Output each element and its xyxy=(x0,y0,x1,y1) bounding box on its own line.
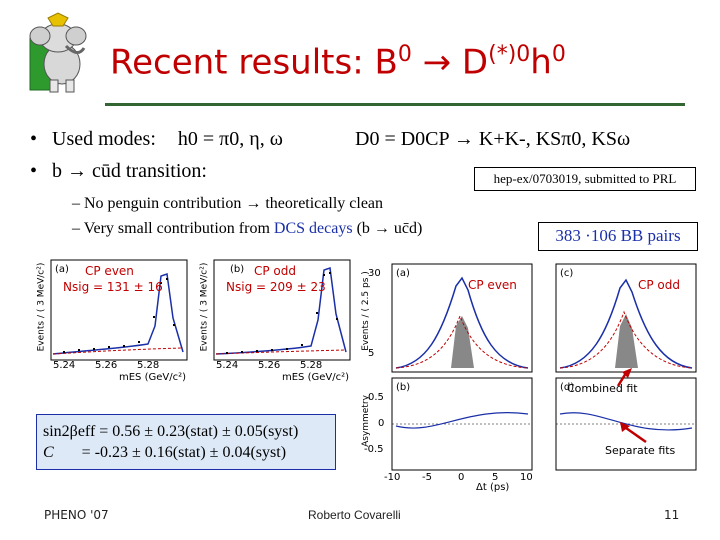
plot-a-tick-x: 5.28 xyxy=(137,360,160,371)
plot-b-tick-x: 5.26 xyxy=(258,360,281,371)
plot-c-ylabel-bottom: Asymmetry xyxy=(360,395,371,447)
plot-c-svg xyxy=(391,263,697,471)
bullet-d0-modes: D0 = D0CP → K+K-, KSπ0, KSω xyxy=(355,128,631,150)
plot-c-tag-d: (d) xyxy=(560,382,575,393)
plot-b-label: CP odd xyxy=(254,264,297,278)
result-box: sin2βeff = 0.56 ± 0.23(stat) ± 0.05(syst… xyxy=(36,414,336,470)
plot-a-nsig: Nsig = 131 ± 16 xyxy=(63,280,163,294)
plot-b-svg xyxy=(213,259,351,361)
footer-conference: PHENO '07 xyxy=(44,508,109,522)
plot-a-tag: (a) xyxy=(55,264,69,275)
plot-b-nsig: Nsig = 209 ± 23 xyxy=(226,280,326,294)
plot-a-ylabel: Events / ( 3 MeV/c²) xyxy=(36,262,47,352)
reference-box: hep-ex/0703019, submitted to PRL xyxy=(474,167,696,191)
footer-author: Roberto Covarelli xyxy=(308,508,401,522)
plot-c-tick-y: 0 xyxy=(378,418,385,429)
plot-b-tick-x: 5.24 xyxy=(216,360,239,371)
result-sin2beta: sin2βeff = 0.56 ± 0.23(stat) ± 0.05(syst… xyxy=(43,423,299,440)
plot-b-tick-x: 5.28 xyxy=(300,360,323,371)
plot-a-svg xyxy=(50,259,188,361)
bb-pairs-box: 383 ·106 BB pairs xyxy=(538,222,698,251)
plot-c-tick-x: -5 xyxy=(422,472,432,483)
slide-title: Recent results: B0 → D(*)0h0 xyxy=(110,42,566,83)
plot-a-xlabel: mES (GeV/c²) xyxy=(119,372,187,383)
arrow-icon: → xyxy=(245,195,262,212)
plot-c-tick-x: -10 xyxy=(384,472,401,483)
plot-c-tick-y: 5 xyxy=(368,348,375,359)
plot-c-xlabel: Δt (ps) xyxy=(476,482,510,493)
plot-c-tag-a: (a) xyxy=(396,268,410,279)
annotation-combined-fit: Combined fit xyxy=(567,382,638,395)
plot-c-tick-y: -0.5 xyxy=(364,444,384,455)
plot-cp-odd-mes: (b) CP odd Nsig = 209 ± 23 5.24 5.26 5.2… xyxy=(196,256,356,386)
title-underline xyxy=(105,103,685,106)
plot-c-cp-odd: CP odd xyxy=(638,278,681,292)
annotation-separate-fits: Separate fits xyxy=(605,444,676,457)
plot-cp-even-mes: (a) CP even Nsig = 131 ± 16 5.24 5.26 5.… xyxy=(33,256,193,386)
bullet-transition: • b → cūd transition: xyxy=(30,160,207,182)
plot-c-tag-c: (c) xyxy=(560,268,574,279)
sub-bullet-penguin: – No penguin contribution → theoreticall… xyxy=(72,195,384,212)
plot-b-xlabel: mES (GeV/c²) xyxy=(282,372,350,383)
plot-c-ylabel-top: Events / ( 2.5 ps ) xyxy=(360,271,371,351)
plot-c-tick-x: 5 xyxy=(492,472,499,483)
plot-c-tick-x: 0 xyxy=(458,472,465,483)
babar-elephant-logo xyxy=(29,12,87,93)
plot-b-tag: (b) xyxy=(230,264,245,275)
plot-c-tag-b: (b) xyxy=(396,382,411,393)
plot-c-tick-y: 0.5 xyxy=(368,392,384,403)
plot-a-tick-x: 5.24 xyxy=(53,360,76,371)
plot-delta-t: (a) (c) (b) (d) CP even CP odd -10 -5 0 … xyxy=(356,256,706,496)
footer-page-number: 11 xyxy=(664,508,680,522)
sub-bullet-dcs: – Very small contribution from DCS decay… xyxy=(72,220,423,237)
plot-c-tick-x: 10 xyxy=(520,472,533,483)
plot-a-label: CP even xyxy=(85,264,134,278)
plot-b-ylabel: Events / ( 3 MeV/c²) xyxy=(199,262,210,352)
plot-c-cp-even: CP even xyxy=(468,278,517,292)
result-c-line: C = -0.23 ± 0.16(stat) ± 0.04(syst) xyxy=(43,444,287,461)
plot-c-tick-y: 30 xyxy=(368,268,381,279)
bullet-used-modes: • Used modes: h0 = π0, η, ω xyxy=(30,128,283,150)
plot-a-tick-x: 5.26 xyxy=(95,360,118,371)
